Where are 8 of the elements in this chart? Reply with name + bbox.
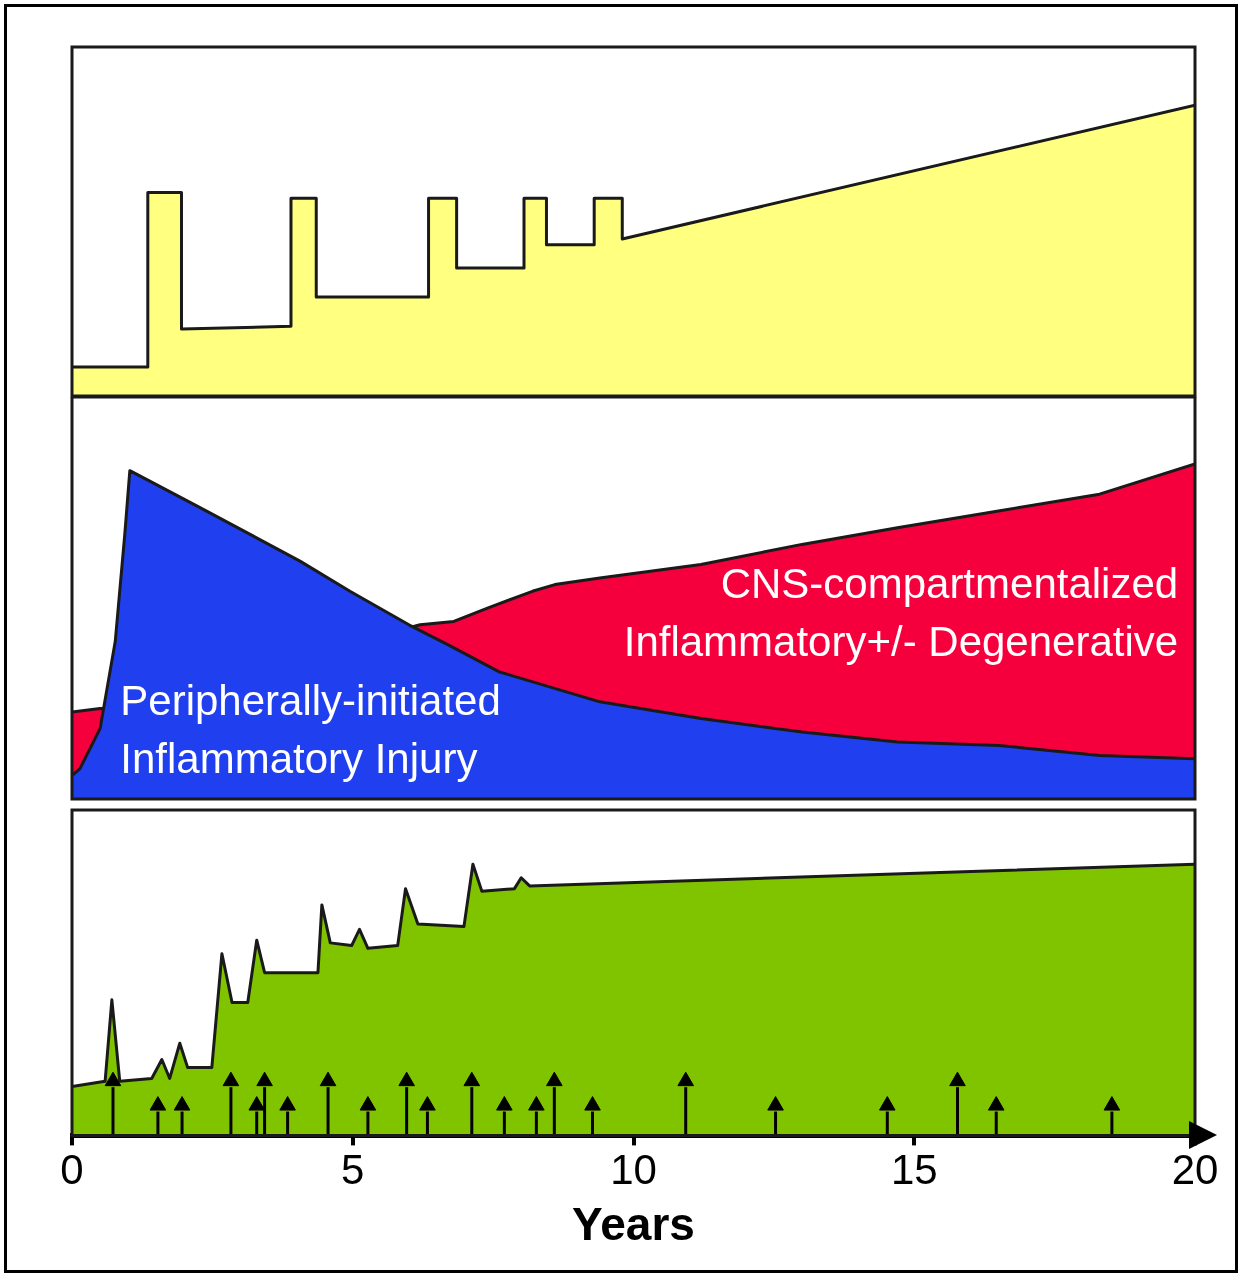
x-tick-label: 10 [610, 1146, 657, 1194]
x-tick-label: 15 [890, 1146, 938, 1194]
x-tick-label: 0 [60, 1146, 84, 1194]
x-tick-label: 5 [341, 1146, 365, 1194]
series-label: CNS-compartmentalized Inflammatory+/- Degenerative [623, 560, 1179, 665]
x-tick-label: 20 [1171, 1146, 1219, 1194]
x-axis-title: Years [572, 1198, 695, 1251]
series-label: Peripherally-initiated Inflammatory Injury [120, 676, 501, 782]
